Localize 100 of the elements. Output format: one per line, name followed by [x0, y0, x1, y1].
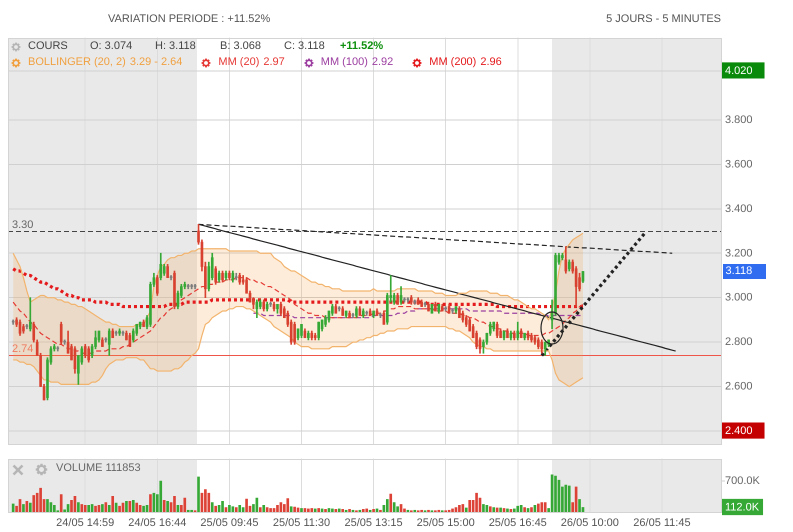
bar: [94, 506, 97, 512]
legend-label: BOLLINGER (20, 2): [28, 56, 126, 70]
bar: [454, 507, 458, 512]
annotation: B: 3.068: [220, 40, 261, 54]
chart-title: VOLUME 111853: [56, 462, 141, 474]
bar: [149, 494, 152, 512]
annotation: 2.96: [480, 56, 502, 70]
chart-subtitle: 5 JOURS - 5 MINUTES: [606, 13, 721, 26]
bar: [28, 502, 32, 512]
bar: [224, 507, 228, 512]
annotation: 3.29 - 2.64: [130, 56, 182, 70]
bar: [132, 500, 135, 512]
y-tick-label: 2.400: [725, 425, 753, 438]
annotation: 2.92: [372, 56, 394, 70]
bar: [526, 508, 530, 512]
candlestick: [122, 330, 124, 336]
x-tick-label: 24/05 14:59: [56, 517, 114, 530]
bar: [324, 509, 327, 512]
bar: [111, 496, 114, 512]
chart-title: VARIATION PERIODE : +11.52%: [108, 13, 270, 26]
bar: [118, 506, 121, 512]
bar: [564, 484, 568, 512]
annotation: H: 3.118: [155, 40, 196, 54]
bar: [502, 508, 506, 512]
bar: [475, 492, 478, 512]
bar: [348, 509, 351, 512]
bar: [46, 499, 49, 512]
bar: [300, 508, 303, 512]
bar: [122, 502, 124, 512]
bar: [256, 498, 258, 512]
y-tick-label: 700.0K: [725, 475, 761, 488]
bar: [173, 496, 176, 512]
x-tick-label: 26/05 10:00: [560, 517, 619, 530]
bar: [400, 504, 402, 512]
bar: [66, 504, 70, 512]
annotation: C: 3.118: [284, 40, 325, 54]
bar: [550, 474, 554, 512]
bar: [152, 492, 156, 512]
y-tick-label: 2.800: [725, 336, 753, 348]
bar: [272, 508, 276, 512]
ref-line-label: 3.30: [12, 219, 34, 232]
bar: [574, 486, 578, 512]
bar: [276, 504, 279, 512]
bar: [558, 480, 560, 512]
legend-label: MM (100): [320, 56, 368, 70]
bar: [200, 492, 204, 512]
y-tick-label: 112.0K: [725, 502, 760, 514]
annotation: COURS: [28, 40, 68, 54]
bar: [554, 476, 557, 512]
bar: [304, 508, 306, 512]
legend-label: MM (200): [429, 56, 476, 70]
y-tick-label: 3.600: [725, 158, 753, 170]
bar: [18, 499, 22, 512]
bar: [135, 502, 138, 512]
bar: [162, 500, 166, 512]
x-tick-label: 25/05 15:00: [416, 517, 475, 530]
y-tick-label: 4.020: [725, 64, 753, 77]
x-tick-label: 25/05 16:45: [488, 517, 547, 530]
bar: [32, 495, 36, 512]
bar: [376, 508, 378, 512]
bar: [197, 476, 200, 512]
bar: [207, 492, 210, 512]
bar: [245, 498, 248, 512]
annotation: +11.52%: [340, 40, 384, 54]
bar: [22, 504, 25, 512]
y-tick-label: 3.000: [725, 292, 753, 304]
bar: [39, 488, 42, 512]
bar: [451, 508, 454, 512]
bar: [530, 507, 533, 512]
bar: [328, 508, 330, 512]
x-tick-label: 26/05 11:45: [633, 517, 691, 530]
bar: [146, 504, 148, 512]
bar: [12, 504, 14, 512]
x-tick-label: 25/05 11:30: [272, 517, 330, 530]
bar: [537, 504, 540, 512]
bar: [125, 500, 128, 512]
bar: [468, 500, 472, 512]
bar: [506, 508, 509, 512]
bar: [386, 499, 389, 512]
x-tick-label: 24/05 16:44: [128, 517, 186, 530]
bar: [183, 498, 186, 512]
bar: [221, 500, 224, 512]
bar: [286, 498, 290, 512]
bar: [389, 494, 392, 512]
bar: [568, 486, 571, 512]
y-tick-label: 2.600: [725, 380, 753, 393]
bar: [482, 504, 485, 512]
bar: [159, 480, 162, 512]
legend-label: MM (20): [218, 56, 260, 70]
bar: [70, 500, 73, 512]
bar: [296, 508, 300, 512]
bar: [204, 489, 207, 512]
ref-line-label: 2.74: [12, 343, 34, 356]
y-tick-label: 3.800: [725, 114, 753, 126]
bar: [74, 496, 76, 512]
annotation: O: 3.074: [90, 40, 132, 54]
x-tick-label: 25/05 13:15: [344, 517, 403, 530]
x-tick-label: 25/05 09:45: [200, 517, 258, 530]
annotation: 2.97: [263, 56, 285, 70]
bar: [98, 504, 100, 512]
